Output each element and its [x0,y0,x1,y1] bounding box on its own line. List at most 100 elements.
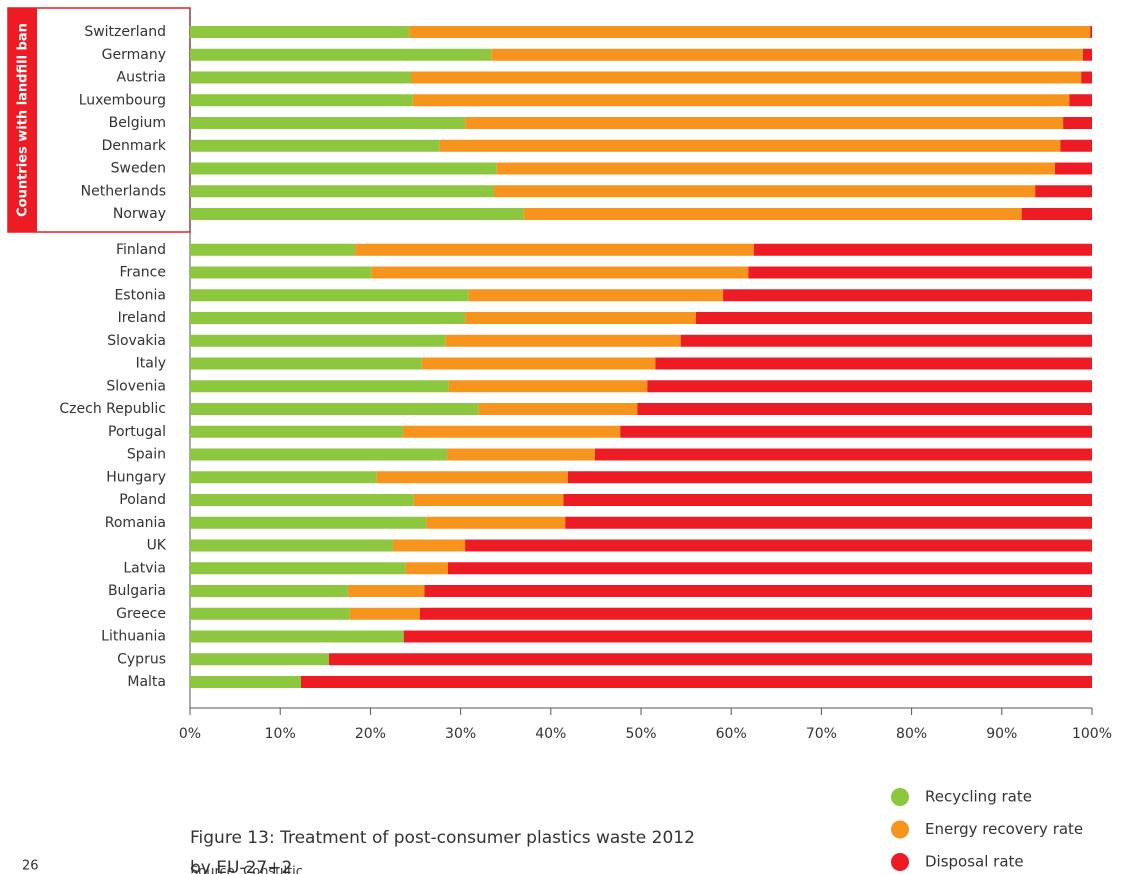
bar-segment [190,208,524,220]
bar-segment [190,139,440,152]
y-tick-label: Hungary [106,469,166,485]
bar-segment [563,494,1092,506]
bar-segment [445,334,681,347]
y-tick-label: Luxembourg [79,92,166,108]
bar-segment [409,26,1091,38]
group-label: Countries with landfill ban [16,23,31,217]
y-tick-label: Estonia [114,287,166,303]
bar-segment [523,208,1022,220]
y-tick-label: Finland [116,242,166,258]
y-tick-label: Italy [136,356,166,372]
bar-segment [748,266,1092,279]
legend-swatch [891,788,909,806]
bar-segment [190,266,372,279]
bar-segment [403,630,1092,643]
bar-segment [190,117,466,129]
bar-segment [448,380,648,393]
bar-segment [347,585,425,597]
bar-segment [1035,185,1092,198]
bar-segment [349,607,421,620]
y-tick-label: Czech Republic [59,401,166,417]
bar-segment [412,94,1070,107]
bar-segment [637,403,1092,415]
bar-segment [190,71,411,84]
x-tick-label: 20% [355,726,386,742]
bar-segment [1081,71,1092,84]
y-tick-label: UK [147,538,167,554]
bar-segment [190,448,448,461]
bar-segment [190,26,410,38]
bar-segment [190,471,377,484]
legend-label: Energy recovery rate [925,820,1083,838]
y-tick-label: Romania [105,515,166,531]
bar-segment [300,676,1092,688]
bar-segment [426,516,566,529]
bar-segment [420,607,1092,620]
y-tick-label: Bulgaria [108,583,166,599]
bar-segment [190,494,414,506]
x-tick-label: 100% [1072,726,1112,742]
bar-segment [328,653,1093,666]
bar-segment [1060,139,1092,152]
bar-segment [493,185,1036,198]
bar-segment [190,630,404,643]
y-tick-label: Spain [127,447,166,463]
y-tick-label: Poland [119,492,166,508]
bar-segment [647,380,1092,393]
bar-segment [723,289,1092,302]
bar-segment [405,562,448,575]
bar-segment [696,312,1092,324]
legend-swatch [891,853,909,871]
bar-segment [421,357,656,370]
bar-segment [355,243,754,256]
x-tick-label: 40% [535,726,566,742]
bar-segment [402,425,621,438]
bar-segment [190,312,466,324]
x-tick-label: 10% [265,726,296,742]
bar-segment [190,243,356,256]
x-tick-label: 80% [896,726,927,742]
y-tick-label: Switzerland [84,24,166,40]
bar-segment [1082,48,1092,61]
y-tick-label: Cyprus [117,651,166,667]
bar-segment [190,585,348,597]
x-tick-label: 30% [445,726,476,742]
bar-segment [190,162,497,175]
x-tick-label: 60% [716,726,747,742]
bar-segment [620,425,1092,438]
y-tick-label: Latvia [123,560,166,576]
y-tick-label: Slovenia [106,378,166,394]
bar-segment [465,539,1092,552]
caption: by EU-27+2 [190,858,292,874]
bar-segment [190,539,393,552]
bar-segment [190,403,479,415]
bar-segment [190,607,350,620]
bar-segment [392,539,466,552]
y-tick-label: Malta [127,674,166,690]
bar-segment [468,289,724,302]
bar-segment [190,357,422,370]
y-tick-label: Greece [116,606,166,622]
x-tick-label: 90% [986,726,1017,742]
y-tick-label: Netherlands [81,183,166,199]
bar-segment [753,243,1092,256]
legend-label: Recycling rate [925,788,1032,806]
y-tick-label: Portugal [108,424,166,440]
bar-segment [190,653,329,666]
bar-segment [190,185,494,198]
page-number: 26 [22,859,39,874]
bar-segment [680,334,1092,347]
bar-segment [567,471,1092,484]
bar-segment [565,516,1092,529]
source: Source: Consultic [190,865,303,874]
bar-segment [413,494,564,506]
x-tick-label: 0% [179,726,201,742]
caption: Figure 13: Treatment of post-consumer pl… [190,828,695,848]
bar-segment [594,448,1092,461]
bar-segment [496,162,1056,175]
y-tick-label: Germany [102,47,166,63]
y-tick-label: Denmark [102,138,167,154]
bar-segment [190,676,301,688]
